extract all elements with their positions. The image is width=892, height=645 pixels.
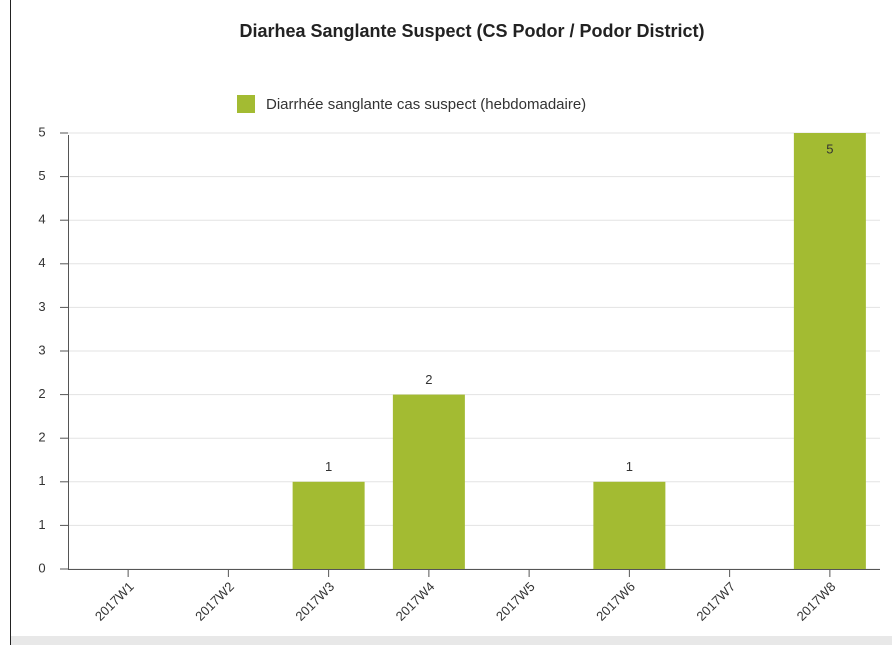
x-tick-label: 2017W4 xyxy=(393,579,438,624)
plot: 0 1 1 2 2 3 3 4 4 5 5 2017W1 2017W2 2017W3 1 2017W4 2 201… xyxy=(38,124,880,624)
y-tick-label: 3 xyxy=(38,299,45,314)
bar xyxy=(292,481,365,569)
y-tick-label: 5 xyxy=(38,124,45,139)
y-tick-label: 2 xyxy=(38,386,45,401)
data-label: 1 xyxy=(626,459,633,474)
bar xyxy=(593,481,666,569)
legend-label: Diarrhée sanglante cas suspect (hebdomad… xyxy=(266,96,586,113)
frame-footer xyxy=(11,636,892,645)
bar xyxy=(793,133,866,569)
bar xyxy=(392,394,465,569)
x-tick-label: 2017W1 xyxy=(92,579,137,624)
x-tick-label: 2017W3 xyxy=(292,579,337,624)
x-tick-label: 2017W5 xyxy=(493,579,538,624)
y-tick-label: 4 xyxy=(38,212,45,227)
x-tick-label: 2017W2 xyxy=(192,579,237,624)
data-label: 2 xyxy=(425,372,432,387)
y-tick-label: 1 xyxy=(38,517,45,532)
data-label: 1 xyxy=(325,459,332,474)
y-tick-label: 5 xyxy=(38,168,45,183)
x-tick-label: 2017W7 xyxy=(693,579,738,624)
x-tick-label: 2017W8 xyxy=(794,579,839,624)
x-tick-label: 2017W6 xyxy=(593,579,638,624)
legend-swatch xyxy=(237,95,255,113)
y-tick-label: 1 xyxy=(38,473,45,488)
data-label: 5 xyxy=(826,141,833,156)
y-tick-label: 2 xyxy=(38,430,45,445)
chart-title: Diarhea Sanglante Suspect (CS Podor / Po… xyxy=(239,21,704,41)
y-tick-label: 3 xyxy=(38,342,45,357)
y-tick-label: 4 xyxy=(38,255,45,270)
y-tick-label: 0 xyxy=(38,560,45,575)
